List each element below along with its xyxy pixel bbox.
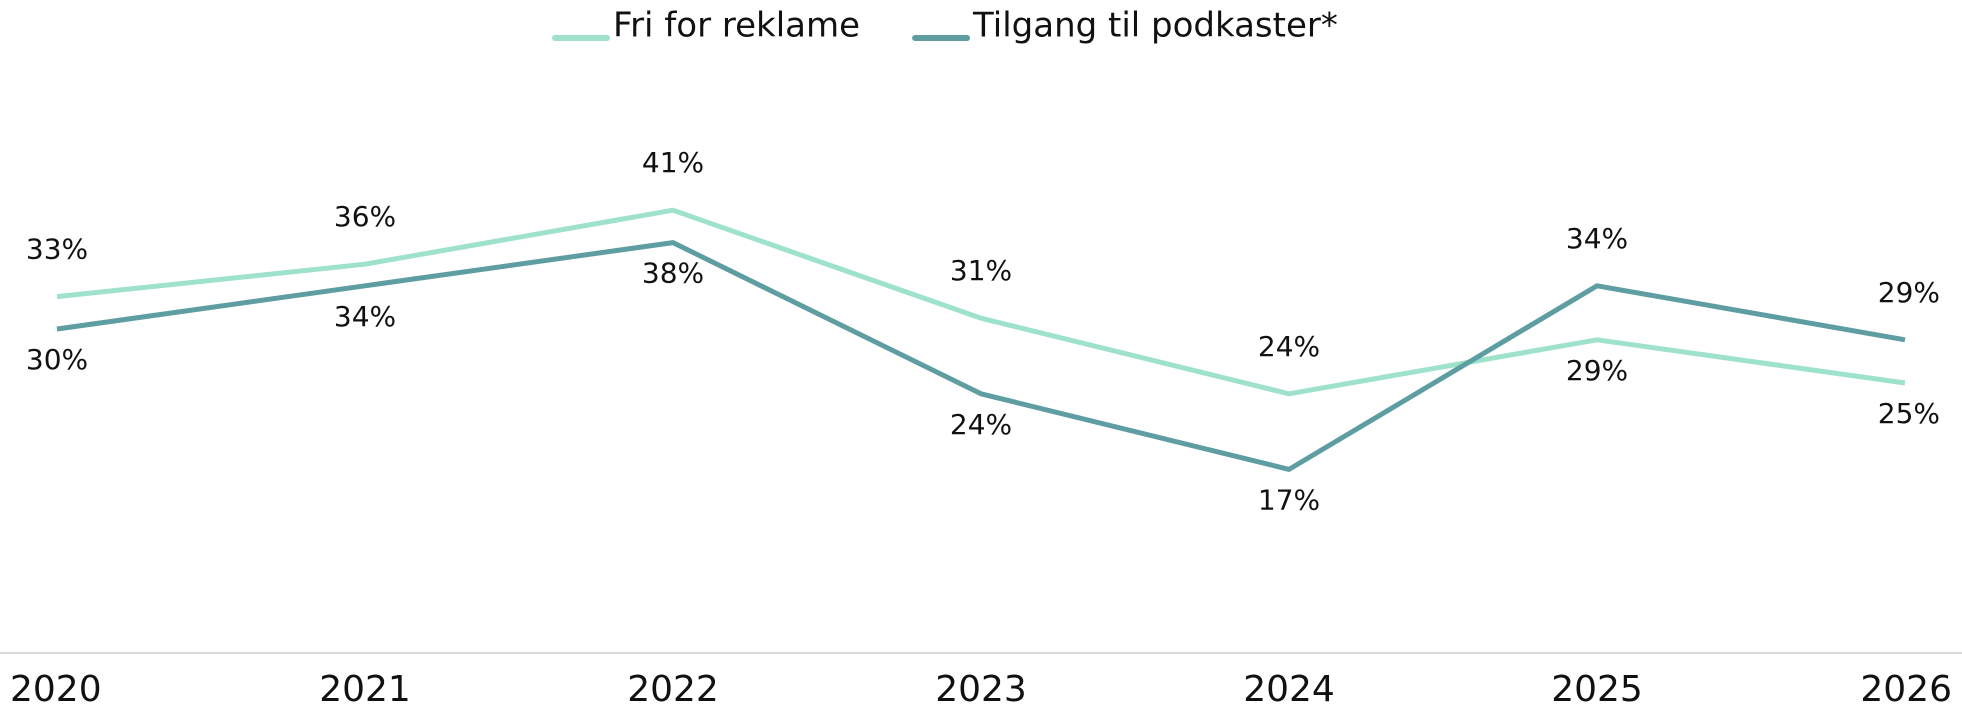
x-tick-label: 2020	[10, 669, 102, 710]
series-line	[56, 207, 1906, 397]
data-label: 24%	[1258, 330, 1320, 363]
data-label: 29%	[1566, 354, 1628, 387]
x-tick-label: 2026	[1860, 669, 1952, 710]
x-tick-label: 2024	[1243, 669, 1335, 710]
data-label: 38%	[642, 257, 704, 290]
data-label: 33%	[26, 233, 88, 266]
data-label: 34%	[334, 300, 396, 333]
x-tick-label: 2023	[935, 669, 1027, 710]
data-label: 41%	[642, 146, 704, 179]
legend-label: Tilgang til podkaster*	[972, 6, 1338, 46]
data-label: 29%	[1878, 276, 1940, 309]
series-line	[56, 240, 1906, 472]
data-label: 30%	[26, 343, 88, 376]
data-label: 17%	[1258, 483, 1320, 516]
x-tick-label: 2025	[1551, 669, 1643, 710]
data-label: 31%	[950, 254, 1012, 287]
data-label: 25%	[1878, 397, 1940, 430]
data-label: 36%	[334, 200, 396, 233]
legend-label: Fri for reklame	[613, 6, 860, 46]
x-tick-label: 2021	[319, 669, 411, 710]
data-label: 34%	[1566, 222, 1628, 255]
data-label: 24%	[950, 408, 1012, 441]
x-tick-label: 2022	[627, 669, 719, 710]
